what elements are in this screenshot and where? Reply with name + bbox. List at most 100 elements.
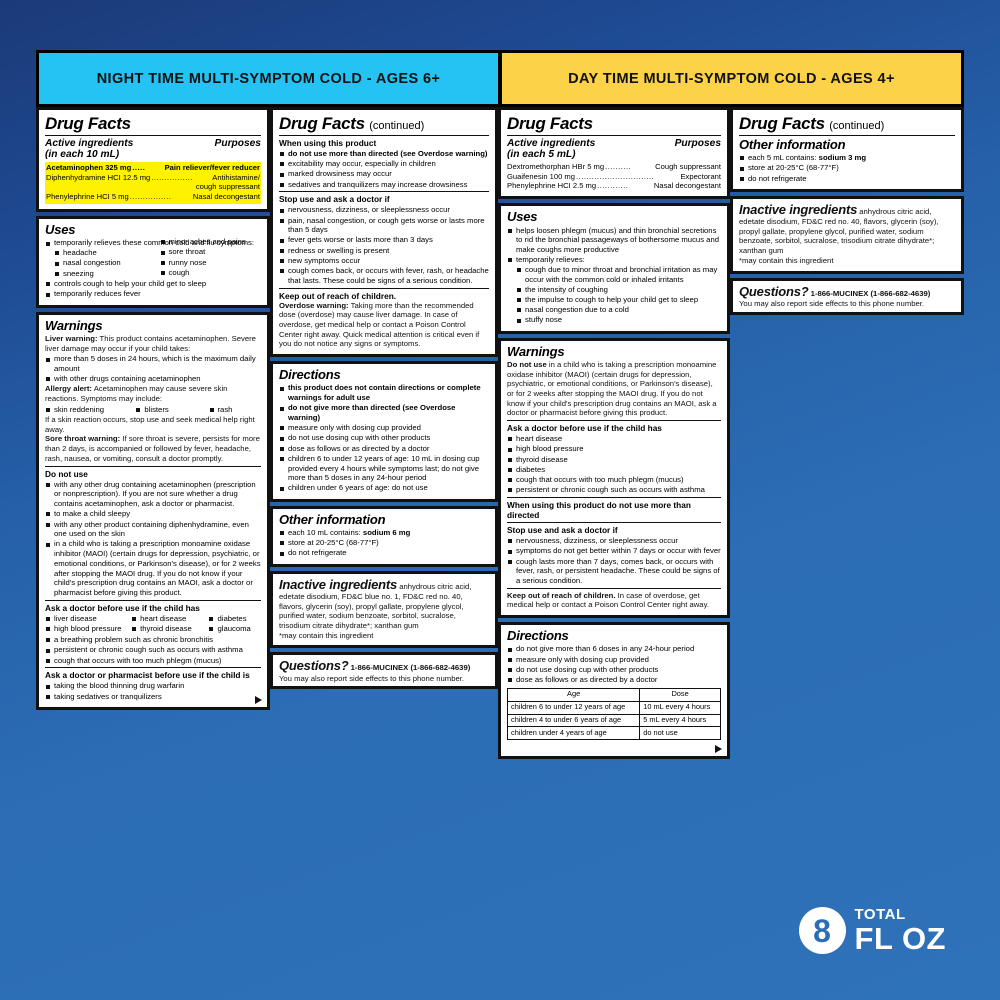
list-item: sneezing — [54, 269, 156, 279]
list-item: with other drugs containing acetaminophe… — [45, 374, 261, 384]
questions-title: Questions? — [739, 283, 809, 299]
do-not-use-list: with any other drug containing acetamino… — [45, 480, 261, 598]
list-item: rash — [209, 405, 261, 415]
list-item: high blood pressure — [45, 624, 127, 634]
cell-dose: do not use — [639, 726, 722, 741]
purposes-label: Purposes — [674, 137, 722, 149]
ask-doctor-list: heart disease high blood pressure thyroi… — [507, 434, 721, 495]
ingredient-purpose-continued: cough suppressant — [195, 182, 260, 192]
list-item: children under 6 years of age: do not us… — [279, 483, 489, 493]
warnings-title: Warnings — [45, 317, 103, 333]
drug-facts-title: Drug Facts — [507, 114, 593, 133]
list-item: sore throat — [160, 247, 262, 257]
list-item: redness or swelling is present — [279, 246, 489, 256]
ingredient-name: Diphenhydramine HCI 12.5 mg — [46, 172, 151, 182]
panel-night-other-information: Other information each 10 mL contains: s… — [269, 505, 499, 567]
list-item: each 10 mL contains: sodium 6 mg — [279, 528, 489, 538]
column-day-2: Drug Facts (continued) Other information… — [730, 107, 964, 319]
inactive-ingredients-title: Inactive ingredients — [278, 576, 398, 592]
ask-doctor-grid: liver disease high blood pressure heart … — [45, 613, 261, 634]
header-bar-row: NIGHT TIME MULTI-SYMPTOM COLD - AGES 6+ … — [36, 50, 964, 107]
column-day-1: Drug Facts Active ingredients (in each 5… — [498, 107, 731, 763]
cell-age: children 4 to under 6 years of age — [507, 713, 641, 728]
list-item: cough due to minor throat and bronchial … — [516, 265, 721, 284]
list-item: heart disease — [507, 434, 721, 444]
ingredient-purpose: Antihistamine/ — [212, 172, 260, 182]
list-item: skin reddening — [45, 405, 131, 415]
inactive-ingredients-note: *may contain this ingredient — [739, 255, 834, 265]
allergy-alert: Allergy alert: Acetaminophen may cause s… — [45, 384, 228, 404]
uses-title: Uses — [507, 209, 538, 225]
panel-night-continued: Drug Facts (continued) When using this p… — [269, 107, 499, 358]
uses-symptoms-left: headache nasal congestion sneezing — [54, 248, 156, 279]
list-item: in a child who is taking a prescription … — [45, 539, 261, 597]
list-item: glaucoma — [208, 624, 261, 634]
keep-out-label: Keep out of reach of children. — [507, 590, 616, 600]
do-not-use-title: Do not use — [45, 468, 88, 479]
list-item: nasal congestion due to a cold — [516, 305, 721, 315]
active-ingredient-row: Guaifenesin 100 mg .....................… — [507, 171, 722, 181]
active-ingredients-heading: Active ingredients (in each 5 mL) Purpos… — [507, 138, 721, 161]
questions-note: You may also report side effects to this… — [739, 298, 925, 308]
sore-throat-warning: Sore throat warning: If sore throat is s… — [45, 434, 260, 463]
active-ingredient-row: Diphenhydramine HCI 12.5 mg ............… — [46, 172, 260, 182]
list-item: diabetes — [208, 614, 261, 624]
allergy-symptoms: skin reddening blisters rash — [45, 404, 261, 415]
list-item: nervousness, dizziness, or sleeplessness… — [279, 205, 489, 215]
questions-line: Questions? 1-866-MUCINEX (1-866-682-4639… — [279, 659, 489, 673]
warnings-title: Warnings — [507, 343, 565, 359]
panel-night-warnings: Warnings Liver warning: This product con… — [36, 311, 270, 710]
list-item: headache — [54, 248, 156, 258]
list-item: measure only with dosing cup provided — [507, 655, 721, 665]
questions-phone[interactable]: 1-866-MUCINEX (1-866-682-4639) — [810, 288, 931, 298]
drug-facts-title-continued: Drug Facts (continued) — [278, 114, 425, 133]
list-item: cough — [160, 268, 262, 278]
ingredient-purpose: Pain reliever/fever reducer — [164, 162, 260, 172]
volume-amount: 8 — [798, 907, 846, 954]
list-item: nervousness, dizziness, or sleeplessness… — [507, 536, 721, 546]
list-item: taking sedatives or tranquilizers — [45, 692, 261, 702]
uses-title: Uses — [45, 222, 76, 238]
list-item: helps loosen phlegm (mucus) and thin bro… — [507, 226, 721, 255]
list-item: the impulse to cough to help your child … — [516, 295, 721, 305]
list-item: new symptoms occur — [279, 256, 489, 266]
panel-night-directions: Directions this product does not contain… — [269, 361, 499, 502]
directions-title: Directions — [278, 367, 341, 383]
active-ingredient-row: Acetaminophen 325 mg ..... Pain reliever… — [46, 162, 260, 172]
uses-sublist: cough due to minor throat and bronchial … — [516, 265, 721, 325]
inactive-ingredients-title: Inactive ingredients — [739, 201, 858, 217]
ingredient-name: Guaifenesin 100 mg — [507, 171, 575, 181]
liver-warning: Liver warning: This product contains ace… — [45, 333, 256, 353]
directions-title: Directions — [507, 628, 569, 644]
list-item: liver disease — [45, 614, 127, 624]
keep-out-of-reach: Keep out of reach of children. In case o… — [507, 590, 709, 610]
when-using-title: When using this product do not use more … — [507, 499, 691, 521]
list-item: each 5 mL contains: sodium 3 mg — [739, 153, 955, 163]
list-item: marked drowsiness may occur — [279, 169, 489, 179]
list-item: the intensity of coughing — [516, 285, 721, 295]
list-item: temporarily reduces fever — [45, 289, 261, 299]
questions-note: You may also report side effects to this… — [278, 673, 465, 683]
active-ingredient-row: Phenylephrine HCI 2.5 mg ............ Na… — [507, 181, 722, 191]
allergy-alert-label: Allergy alert: — [45, 384, 92, 394]
list-item: temporarily relieves these common cold a… — [45, 237, 262, 279]
drug-facts-title-continued: Drug Facts (continued) — [739, 114, 885, 133]
column-header-age: Age — [507, 687, 641, 702]
questions-line: Questions? 1-866-MUCINEX (1-866-682-4639… — [739, 283, 955, 299]
list-item: do not refrigerate — [279, 548, 489, 558]
night-time-header: NIGHT TIME MULTI-SYMPTOM COLD - AGES 6+ — [36, 50, 500, 107]
uses-symptoms-right: minor aches and pains sore throat runny … — [160, 237, 262, 279]
list-item: to make a child sleepy — [45, 509, 261, 519]
list-item: children 6 to under 12 years of age: 10 … — [279, 454, 489, 483]
list-item: persistent or chronic cough such as occu… — [45, 645, 261, 655]
list-item: taking the blood thinning drug warfarin — [45, 681, 261, 691]
panel-day-inactive-ingredients: Inactive ingredients anhydrous citric ac… — [730, 195, 964, 274]
active-ingredient-row: Dextromethorphan HBr 5 mg .......... Cou… — [507, 161, 722, 171]
panel-night-drug-facts: Drug Facts Active ingredients (in each 1… — [36, 107, 270, 213]
list-item: store at 20-25°C (68-77°F) — [739, 163, 955, 173]
list-item: do not use dosing cup with other product… — [507, 665, 721, 675]
total-label: TOTAL — [854, 906, 906, 923]
ingredient-purpose: Cough suppressant — [655, 161, 722, 171]
questions-phone[interactable]: 1-866-MUCINEX (1-866-682-4639) — [350, 663, 471, 673]
stop-use-title: Stop use and ask a doctor if — [278, 194, 390, 205]
